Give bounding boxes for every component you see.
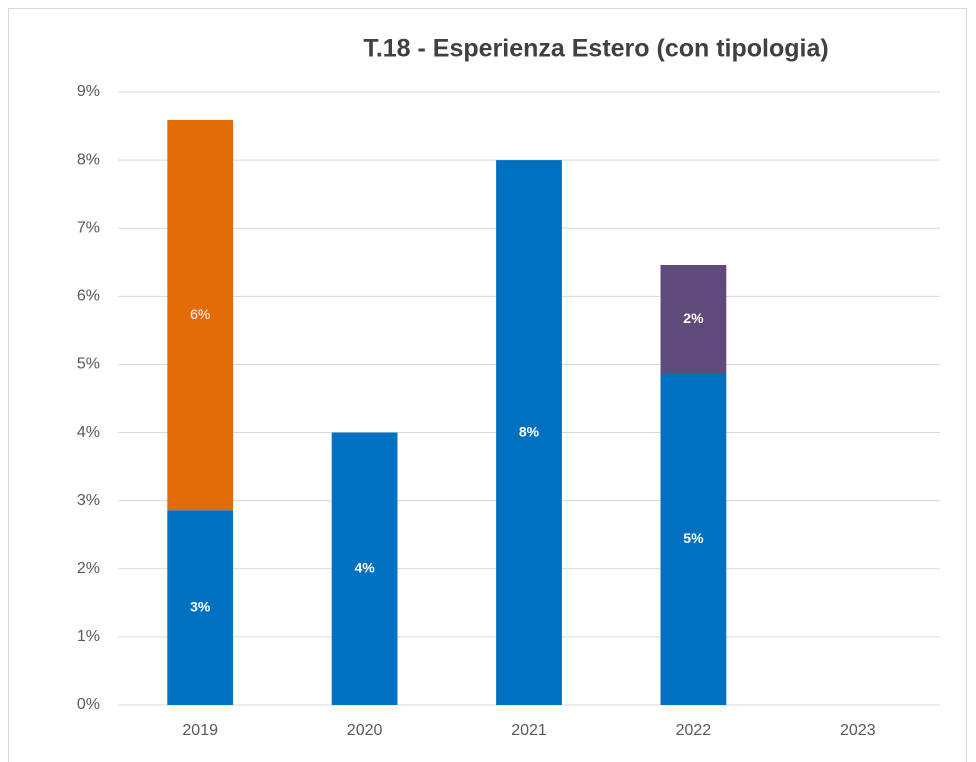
y-tick-label: 4% — [77, 424, 100, 441]
x-tick-label: 2019 — [182, 722, 218, 739]
y-tick-label: 3% — [77, 492, 100, 509]
data-label: 8% — [519, 423, 540, 439]
x-tick-label: 2020 — [347, 722, 383, 739]
y-tick-label: 2% — [77, 560, 100, 577]
bar-segment — [496, 160, 562, 706]
y-tick-label: 0% — [77, 696, 100, 713]
y-tick-label: 5% — [77, 356, 100, 373]
data-label: 4% — [354, 559, 375, 575]
bar-segment — [167, 510, 234, 705]
bar-segment — [167, 119, 234, 511]
data-label: 0% — [848, 692, 869, 708]
data-label: 5% — [683, 530, 704, 546]
x-tick-label: 2023 — [840, 722, 876, 739]
data-label: 6% — [190, 306, 210, 322]
y-tick-label: 7% — [77, 219, 100, 236]
chart-title: T.18 - Esperienza Estero (con tipologia) — [363, 35, 828, 63]
x-tick-label: 2022 — [676, 722, 712, 739]
bar-segment — [660, 265, 727, 374]
y-tick-label: 8% — [77, 151, 100, 168]
chart-border — [8, 8, 967, 762]
y-tick-label: 6% — [77, 288, 100, 305]
y-tick-label: 9% — [77, 83, 100, 100]
data-label: 2% — [683, 310, 704, 326]
x-tick-label: 2021 — [511, 722, 547, 739]
bar-segment — [660, 373, 727, 705]
y-tick-label: 1% — [77, 628, 100, 645]
data-label: 3% — [190, 598, 211, 614]
bar-segment — [331, 432, 398, 705]
